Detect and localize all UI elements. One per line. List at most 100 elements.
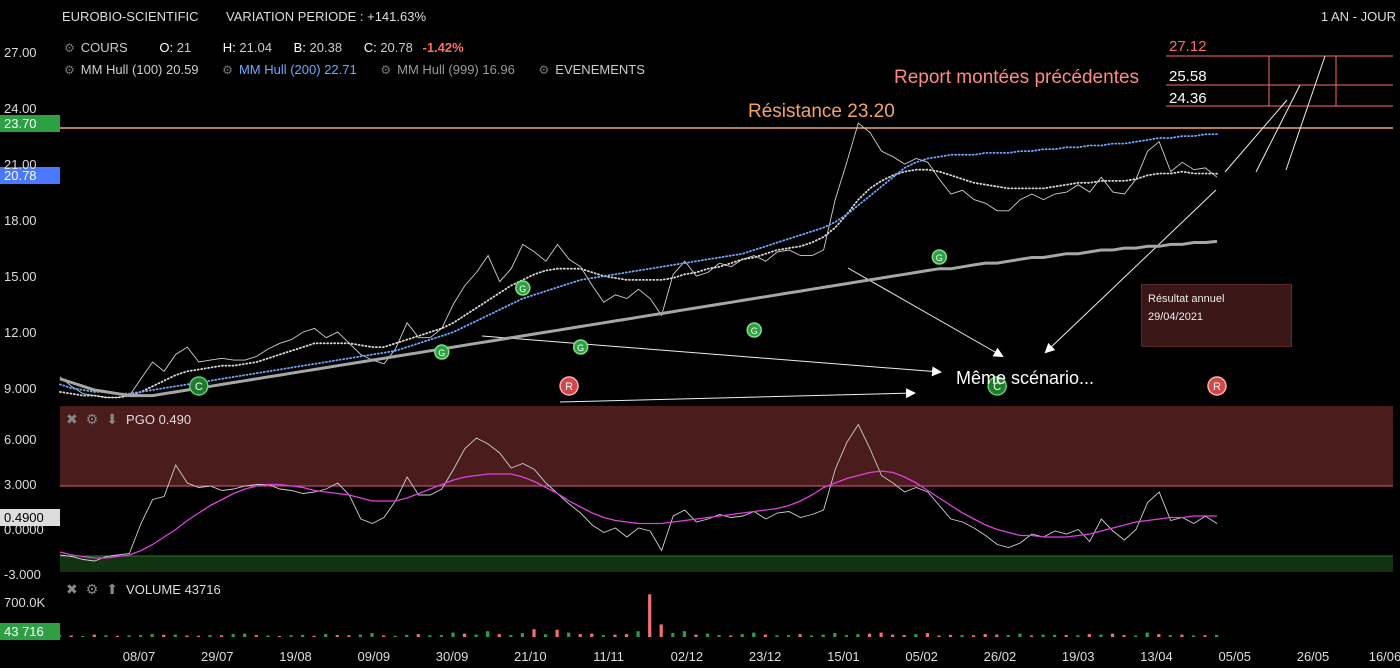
volume-bar: [497, 634, 501, 637]
pgo-tick-label: 0.0000: [4, 522, 44, 537]
low-value: 20.38: [309, 40, 343, 55]
volume-bar: [1006, 635, 1010, 637]
mm999-line: [59, 239, 1218, 398]
volume-bar: [486, 631, 490, 637]
gear-icon[interactable]: ⚙: [64, 41, 75, 55]
volume-bar: [324, 634, 328, 637]
gear-icon[interactable]: ⚙: [222, 63, 233, 77]
volume-bar: [289, 635, 293, 637]
volume-bar: [231, 634, 235, 637]
arrow-up-icon[interactable]: ⬆: [106, 581, 119, 597]
marker-g[interactable]: [572, 339, 589, 355]
volume-bar: [1122, 635, 1126, 637]
marker-r[interactable]: [559, 376, 579, 396]
x-tick-label: 26/05: [1296, 649, 1330, 664]
marker-c[interactable]: [189, 376, 209, 396]
mm200-value: 22.71: [324, 62, 357, 77]
legend-cours: ⚙ COURS O: 21 H: 21.04 B: 20.38 C: 20.78 …: [64, 40, 464, 55]
volume-value: 43716: [184, 582, 221, 597]
scenario-annotation: Même scénario...: [956, 368, 1095, 388]
marker-label: C: [195, 381, 203, 393]
x-tick-label: 26/02: [983, 649, 1017, 664]
volume-bar: [1053, 634, 1057, 637]
volume-bar: [810, 635, 814, 637]
volume-bar: [1064, 635, 1068, 637]
close-label: C:: [363, 40, 377, 55]
period-selector[interactable]: 1 AN - JOUR: [1320, 9, 1396, 24]
high-label: H:: [222, 40, 236, 55]
marker-g[interactable]: [515, 280, 531, 296]
volume-tick-label: 700.0K: [4, 595, 46, 610]
x-tick-label: 05/02: [905, 649, 938, 664]
volume-bar: [277, 636, 281, 637]
volume-bar: [914, 634, 918, 637]
pgo-header: ✖ ⚙ ⬇ PGO 0.490: [66, 411, 191, 428]
result-note[interactable]: Résultat annuel 29/04/2021: [1141, 284, 1292, 347]
volume-bar: [462, 633, 467, 637]
volume-bar: [555, 629, 559, 637]
volume-bar: [1191, 635, 1196, 637]
volume-bar: [902, 635, 906, 637]
marker-label: G: [577, 343, 584, 353]
marker-g[interactable]: [931, 249, 948, 265]
arrow-down-icon[interactable]: ⬇: [106, 411, 119, 427]
gear-icon[interactable]: ⚙: [85, 581, 99, 597]
mm200-label: MM Hull (200): [238, 62, 321, 77]
level-27-12: 27.12: [1169, 38, 1207, 55]
price-line: [59, 122, 1218, 398]
x-tick-label: 02/12: [670, 649, 704, 664]
volume-bar: [648, 594, 652, 637]
result-title: Résultat annuel: [1148, 293, 1225, 305]
marker-label: R: [565, 381, 573, 393]
close-icon[interactable]: ✖: [66, 581, 78, 597]
volume-bar: [717, 635, 721, 637]
ticker-name: EUROBIO-SCIENTIFIC: [62, 9, 199, 24]
x-tick-label: 30/09: [435, 649, 469, 664]
volume-bar: [92, 634, 96, 637]
price-tick-label: 9.000: [4, 381, 37, 396]
price-tick-label: 12.00: [4, 325, 37, 340]
marker-c[interactable]: [987, 376, 1007, 396]
volume-bar: [81, 636, 85, 637]
gear-icon[interactable]: ⚙: [380, 63, 392, 77]
close-icon[interactable]: ✖: [66, 411, 78, 427]
x-tick-label: 13/04: [1140, 649, 1173, 664]
volume-bar: [925, 633, 929, 637]
marker-r[interactable]: [1207, 376, 1227, 396]
volume-bar: [1087, 634, 1091, 637]
volume-bar: [543, 634, 548, 637]
volume-bar: [694, 634, 698, 637]
volume-bar: [682, 631, 686, 637]
marker-label: G: [936, 253, 943, 263]
volume-bar: [578, 634, 582, 637]
change-percent: -1.42%: [422, 40, 464, 55]
gear-icon[interactable]: ⚙: [538, 63, 550, 77]
volume-value-tag: 43 716: [0, 623, 60, 640]
pgo-label: PGO: [126, 412, 155, 427]
low-label: B:: [293, 40, 306, 55]
volume-bar: [636, 631, 640, 637]
gear-icon[interactable]: ⚙: [64, 63, 75, 77]
volume-bar: [891, 634, 895, 637]
resistance-annotation: Résistance 23.20: [748, 101, 895, 122]
volume-bar: [196, 635, 200, 637]
volume-bar: [740, 634, 744, 637]
gear-icon[interactable]: ⚙: [85, 411, 99, 427]
price-tick-label: 15.00: [4, 269, 37, 284]
report-levels: [1166, 55, 1393, 107]
volume-bar: [1029, 635, 1034, 637]
x-tick-label: 23/12: [748, 649, 782, 664]
volume-label: VOLUME: [126, 582, 181, 597]
volume-bar: [220, 635, 224, 637]
pgo-line: [59, 423, 1218, 562]
marker-g[interactable]: [746, 322, 762, 338]
volume-bar: [983, 634, 987, 637]
volume-bar: [601, 635, 605, 637]
volume-bar: [382, 635, 386, 637]
volume-bar: [127, 635, 131, 637]
volume-bar: [104, 635, 108, 637]
close-price-tag: 20.78: [0, 167, 60, 184]
marker-g[interactable]: [434, 344, 450, 360]
volume-bar: [509, 635, 513, 637]
